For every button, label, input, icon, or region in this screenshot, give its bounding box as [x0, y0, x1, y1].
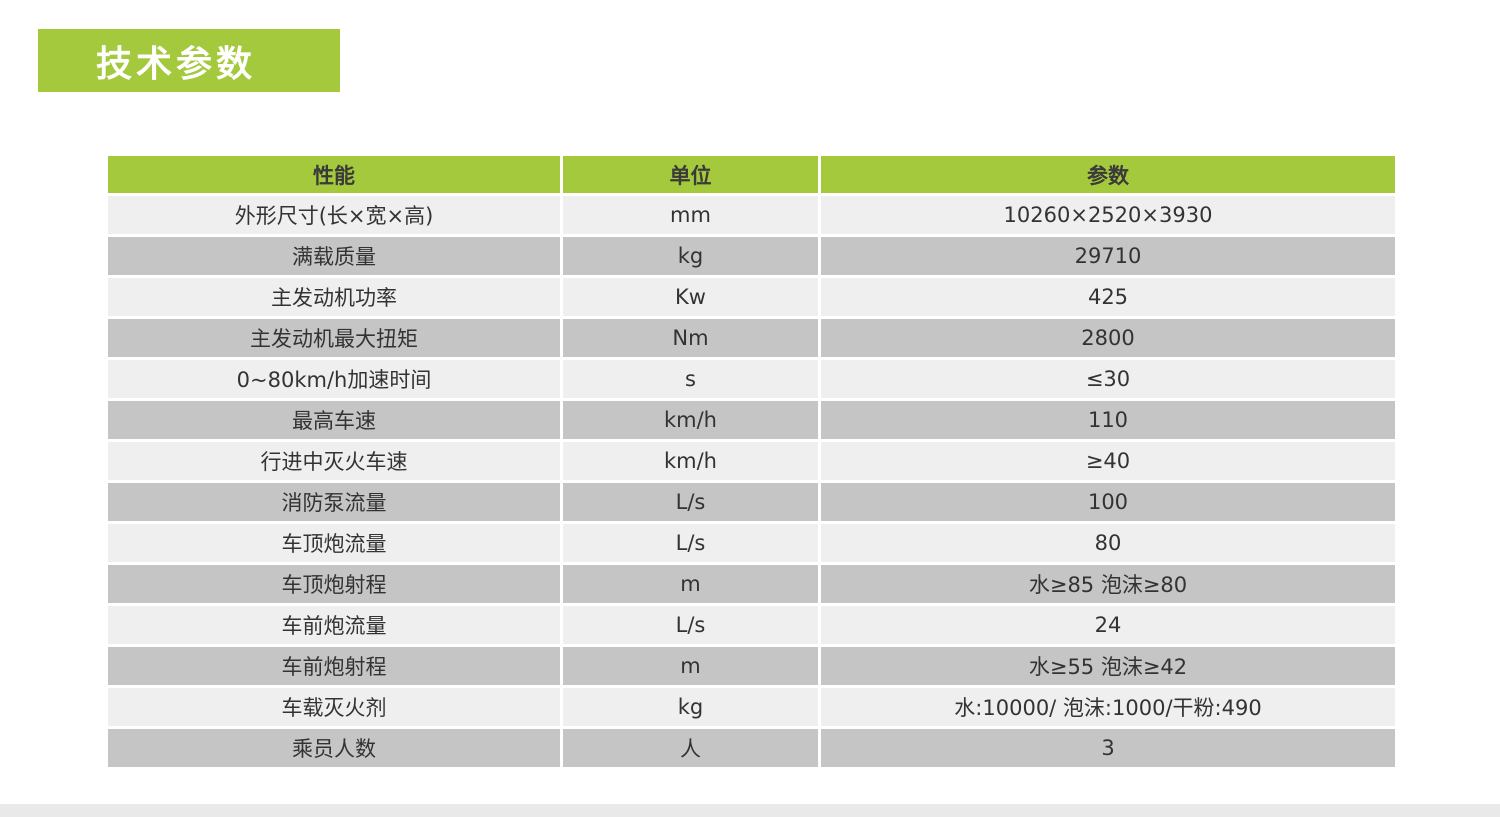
unit-cell: L/s	[560, 480, 821, 524]
col-header-unit: 单位	[560, 153, 821, 196]
table-row: 主发动机功率 Kw 425	[105, 275, 1398, 319]
unit-cell: s	[560, 357, 821, 401]
col-header-parameter: 参数	[818, 153, 1398, 196]
param-name-cell: 车顶炮流量	[105, 521, 563, 565]
param-name-cell: 主发动机最大扭矩	[105, 316, 563, 360]
unit-cell: m	[560, 644, 821, 688]
param-name-cell: 车前炮射程	[105, 644, 563, 688]
table-row: 最高车速 km/h 110	[105, 398, 1398, 442]
param-name-cell: 行进中灭火车速	[105, 439, 563, 483]
table-row: 满载质量 kg 29710	[105, 234, 1398, 278]
unit-cell: km/h	[560, 439, 821, 483]
param-name-cell: 外形尺寸(长×宽×高)	[105, 193, 563, 237]
footer-strip	[0, 804, 1500, 817]
param-name-cell: 车载灭火剂	[105, 685, 563, 729]
unit-cell: 人	[560, 726, 821, 770]
unit-cell: m	[560, 562, 821, 606]
param-name-cell: 满载质量	[105, 234, 563, 278]
table-row: 乘员人数人 3	[105, 726, 1398, 770]
table-row: 行进中灭火车速 km/h ≥40	[105, 439, 1398, 483]
value-cell: 100	[818, 480, 1398, 524]
unit-cell: L/s	[560, 603, 821, 647]
param-name-cell: 消防泵流量	[105, 480, 563, 524]
table-row: 主发动机最大扭矩 Nm 2800	[105, 316, 1398, 360]
param-name-cell: 车前炮流量	[105, 603, 563, 647]
value-cell: 425	[818, 275, 1398, 319]
value-cell: 水≥55 泡沫≥42	[818, 644, 1398, 688]
page-title: 技术参数	[38, 29, 340, 92]
unit-cell: kg	[560, 234, 821, 278]
param-name-cell: 主发动机功率	[105, 275, 563, 319]
unit-cell: mm	[560, 193, 821, 237]
value-cell: 29710	[818, 234, 1398, 278]
param-name-cell: 车顶炮射程	[105, 562, 563, 606]
col-header-performance: 性能	[105, 153, 563, 196]
table-row: 外形尺寸(长×宽×高) mm 10260×2520×3930	[105, 193, 1398, 237]
value-cell: 2800	[818, 316, 1398, 360]
value-cell: 10260×2520×3930	[818, 193, 1398, 237]
table-row: 车顶炮流量 L/s 80	[105, 521, 1398, 565]
unit-cell: Kw	[560, 275, 821, 319]
value-cell: ≤30	[818, 357, 1398, 401]
value-cell: 110	[818, 398, 1398, 442]
spec-table-body: 外形尺寸(长×宽×高) mm 10260×2520×3930 满载质量 kg 29710 主…	[105, 193, 1398, 770]
spec-table: 性能 单位 参数 外形尺寸(长×宽×高) mm 10260×2520×3930 满载质量 k…	[105, 153, 1398, 770]
value-cell: 水≥85 泡沫≥80	[818, 562, 1398, 606]
table-row: 消防泵流量 L/s 100	[105, 480, 1398, 524]
table-row: 车载灭火剂 kg 水:10000/ 泡沫:1000/干粉:490	[105, 685, 1398, 729]
unit-cell: L/s	[560, 521, 821, 565]
table-row: 车前炮流量 L/s 24	[105, 603, 1398, 647]
value-cell: 80	[818, 521, 1398, 565]
table-row: 0~80km/h加速时间 s ≤30	[105, 357, 1398, 401]
value-cell: 24	[818, 603, 1398, 647]
param-name-cell: 0~80km/h加速时间	[105, 357, 563, 401]
table-row: 车顶炮射程 m 水≥85 泡沫≥80	[105, 562, 1398, 606]
unit-cell: kg	[560, 685, 821, 729]
table-row: 车前炮射程 m 水≥55 泡沫≥42	[105, 644, 1398, 688]
value-cell: 3	[818, 726, 1398, 770]
table-header-row: 性能 单位 参数	[105, 153, 1398, 196]
unit-cell: Nm	[560, 316, 821, 360]
param-name-cell: 乘员人数	[105, 726, 563, 770]
value-cell: 水:10000/ 泡沫:1000/干粉:490	[818, 685, 1398, 729]
value-cell: ≥40	[818, 439, 1398, 483]
param-name-cell: 最高车速	[105, 398, 563, 442]
unit-cell: km/h	[560, 398, 821, 442]
